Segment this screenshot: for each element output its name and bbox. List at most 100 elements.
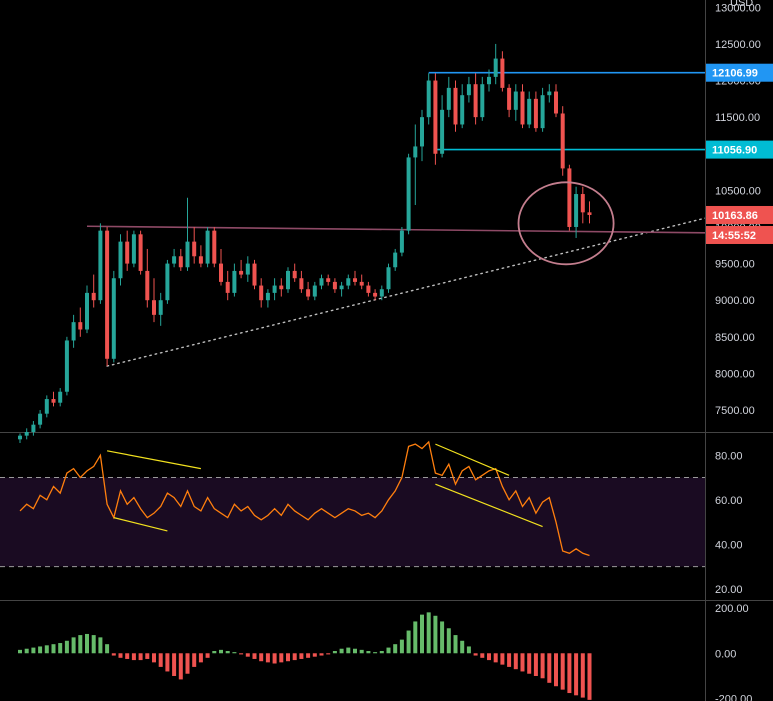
candle-body xyxy=(286,270,290,290)
histogram-bar xyxy=(212,651,217,654)
candle-body xyxy=(433,80,438,154)
rsi-axis-label: 20.00 xyxy=(715,584,743,596)
histogram-bar xyxy=(466,646,471,654)
rsi-divergence-line xyxy=(113,517,168,532)
candle-body xyxy=(299,278,304,290)
candle-body xyxy=(319,278,324,286)
candle-body xyxy=(259,285,264,301)
candle-body xyxy=(158,300,163,315)
price-tag-box xyxy=(706,225,773,244)
candle-body xyxy=(185,241,190,268)
histogram-bar xyxy=(339,648,344,654)
price-tag-box xyxy=(706,63,773,82)
price-axis[interactable]: 20.00 40.00 60.00 80.00 -200.00 0.00 200.00 750… xyxy=(705,0,773,701)
candle-body xyxy=(366,285,371,293)
candle-body xyxy=(353,278,357,282)
candle-body xyxy=(18,435,22,440)
candle-body xyxy=(265,292,270,301)
price-axis-label: 9000.00 xyxy=(715,295,755,307)
histogram-bar xyxy=(118,653,123,658)
candle-body xyxy=(131,234,136,264)
histogram-bar xyxy=(353,648,357,654)
rsi-axis-label: 80.00 xyxy=(715,450,743,462)
candle-body xyxy=(145,270,150,301)
rsi-pane[interactable] xyxy=(0,440,773,601)
rsi-axis-label: 60.00 xyxy=(715,495,743,507)
histogram-bar xyxy=(386,647,391,654)
candle-body xyxy=(85,292,89,330)
histogram-axis-label: 0.00 xyxy=(715,648,736,660)
candle-body xyxy=(386,267,391,290)
histogram-bar xyxy=(527,653,532,674)
histogram-bar xyxy=(306,653,311,658)
candle-body xyxy=(406,157,411,231)
candle-body xyxy=(493,58,498,77)
price-tag[interactable]: 12106.99 xyxy=(706,63,773,82)
candle-body xyxy=(413,146,418,158)
candle-body xyxy=(373,292,378,297)
histogram-bar xyxy=(172,653,177,676)
histogram-bar xyxy=(346,647,351,654)
candle-body xyxy=(91,292,96,301)
candle-body xyxy=(580,194,585,213)
candle-body xyxy=(520,91,525,125)
histogram-bar xyxy=(567,653,572,694)
histogram-bar xyxy=(85,633,89,654)
histogram-bar xyxy=(540,653,545,679)
histogram-bar xyxy=(359,649,364,654)
histogram-bar xyxy=(279,653,284,663)
histogram-bar xyxy=(138,653,143,661)
candle-body xyxy=(138,234,143,271)
histogram-bar xyxy=(58,643,63,654)
candle-body xyxy=(105,230,110,359)
histogram-bar xyxy=(426,612,431,654)
candle-body xyxy=(440,109,445,154)
histogram-bar xyxy=(473,653,478,656)
price-tag-label: 14:55:52 xyxy=(712,230,756,242)
candle-body xyxy=(38,413,43,425)
candle-body xyxy=(306,289,311,297)
histogram-bar xyxy=(24,648,29,654)
price-tag[interactable]: 10163.86 xyxy=(706,205,773,224)
rsi-divergence-line xyxy=(435,483,543,528)
candle-body xyxy=(533,98,538,129)
histogram-bar xyxy=(152,653,156,663)
histogram-bar xyxy=(480,653,485,658)
histogram-bar xyxy=(413,621,418,654)
histogram-bar xyxy=(366,651,371,654)
histogram-bar xyxy=(373,652,378,654)
histogram-bar xyxy=(91,635,96,654)
histogram-bar xyxy=(178,653,183,680)
histogram-bar xyxy=(440,621,445,654)
histogram-bar xyxy=(406,630,411,654)
histogram-bar xyxy=(51,644,56,654)
histogram-bar xyxy=(44,645,49,654)
histogram-bar xyxy=(259,653,264,662)
price-tag[interactable]: 14:55:52 xyxy=(706,225,773,244)
histogram-bar xyxy=(420,614,424,654)
rsi-axis-label: 40.00 xyxy=(715,539,743,551)
price-tag[interactable]: 11056.90 xyxy=(706,140,773,159)
price-tag-label: 11056.90 xyxy=(712,145,757,157)
candle-body xyxy=(165,263,170,301)
candle-body xyxy=(98,230,103,301)
candle-body xyxy=(172,256,177,264)
histogram-bar xyxy=(292,653,297,661)
rsi-divergence-line xyxy=(106,450,202,470)
histogram-axis-label: -200.00 xyxy=(715,694,752,701)
candle-body xyxy=(31,424,36,432)
histogram-bar xyxy=(547,653,552,683)
histogram-bar xyxy=(312,653,317,657)
candle-body xyxy=(393,252,398,268)
histogram-pane[interactable] xyxy=(18,612,592,700)
candle-body xyxy=(192,241,197,257)
candle-body xyxy=(71,322,76,341)
price-pane[interactable] xyxy=(0,43,773,443)
candle-body xyxy=(292,270,297,279)
histogram-bar xyxy=(554,653,558,687)
histogram-bar xyxy=(574,653,579,696)
candle-body xyxy=(78,322,83,330)
candle-body xyxy=(64,340,69,392)
currency-label: USD xyxy=(730,0,753,9)
